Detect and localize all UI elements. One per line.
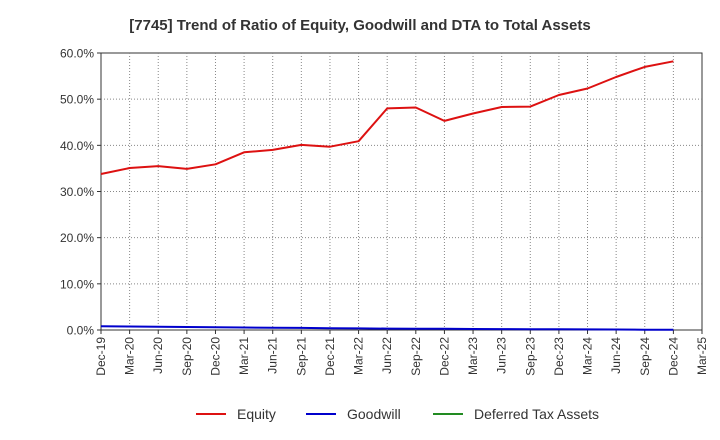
x-tick-label: Mar-22 [352,337,366,375]
x-tick-label: Sep-21 [294,337,308,376]
x-tick-label: Jun-22 [380,337,394,374]
y-tick-label: 50.0% [60,93,94,107]
x-axis: Dec-19 Mar-20 Jun-20 Sep-20 Dec-20 Mar-21 Jun-… [94,330,709,376]
x-tick-label: Sep-20 [180,337,194,376]
x-tick-label: Dec-20 [208,337,222,376]
x-tick-label: Jun-23 [495,337,509,374]
x-tick-label: Mar-20 [123,337,137,375]
legend-label: Equity [237,406,276,422]
legend: Equity Goodwill Deferred Tax Assets [196,406,599,422]
y-tick-label: 40.0% [60,139,94,153]
x-tick-label: Jun-24 [609,337,623,374]
x-tick-label: Dec-24 [666,337,680,376]
x-tick-label: Dec-23 [552,337,566,376]
x-tick-label: Dec-19 [94,337,108,376]
x-tick-label: Sep-24 [638,337,652,376]
x-tick-label: Mar-23 [466,337,480,375]
x-tick-label: Jun-20 [151,337,165,374]
chart-title: [7745] Trend of Ratio of Equity, Goodwil… [129,17,590,34]
x-tick-label: Jun-21 [266,337,280,374]
y-tick-label: 20.0% [60,231,94,245]
y-tick-label: 10.0% [60,277,94,291]
x-tick-label: Mar-25 [695,337,709,375]
grid [101,53,702,330]
x-tick-label: Dec-21 [323,337,337,376]
x-tick-label: Mar-24 [581,337,595,375]
series-line-equity [100,60,674,175]
y-tick-label: 0.0% [67,324,95,338]
series-line-goodwill [100,325,674,331]
y-axis: 0.0% 10.0% 20.0% 30.0% 40.0% 50.0% 60.0% [60,47,101,338]
x-tick-label: Mar-21 [237,337,251,375]
x-tick-label: Sep-22 [409,337,423,376]
y-tick-label: 60.0% [60,47,94,61]
x-tick-label: Sep-23 [523,337,537,376]
x-tick-label: Dec-22 [437,337,451,376]
y-tick-label: 30.0% [60,185,94,199]
legend-label: Goodwill [347,406,401,422]
series-lines [100,60,674,331]
legend-label: Deferred Tax Assets [474,406,599,422]
